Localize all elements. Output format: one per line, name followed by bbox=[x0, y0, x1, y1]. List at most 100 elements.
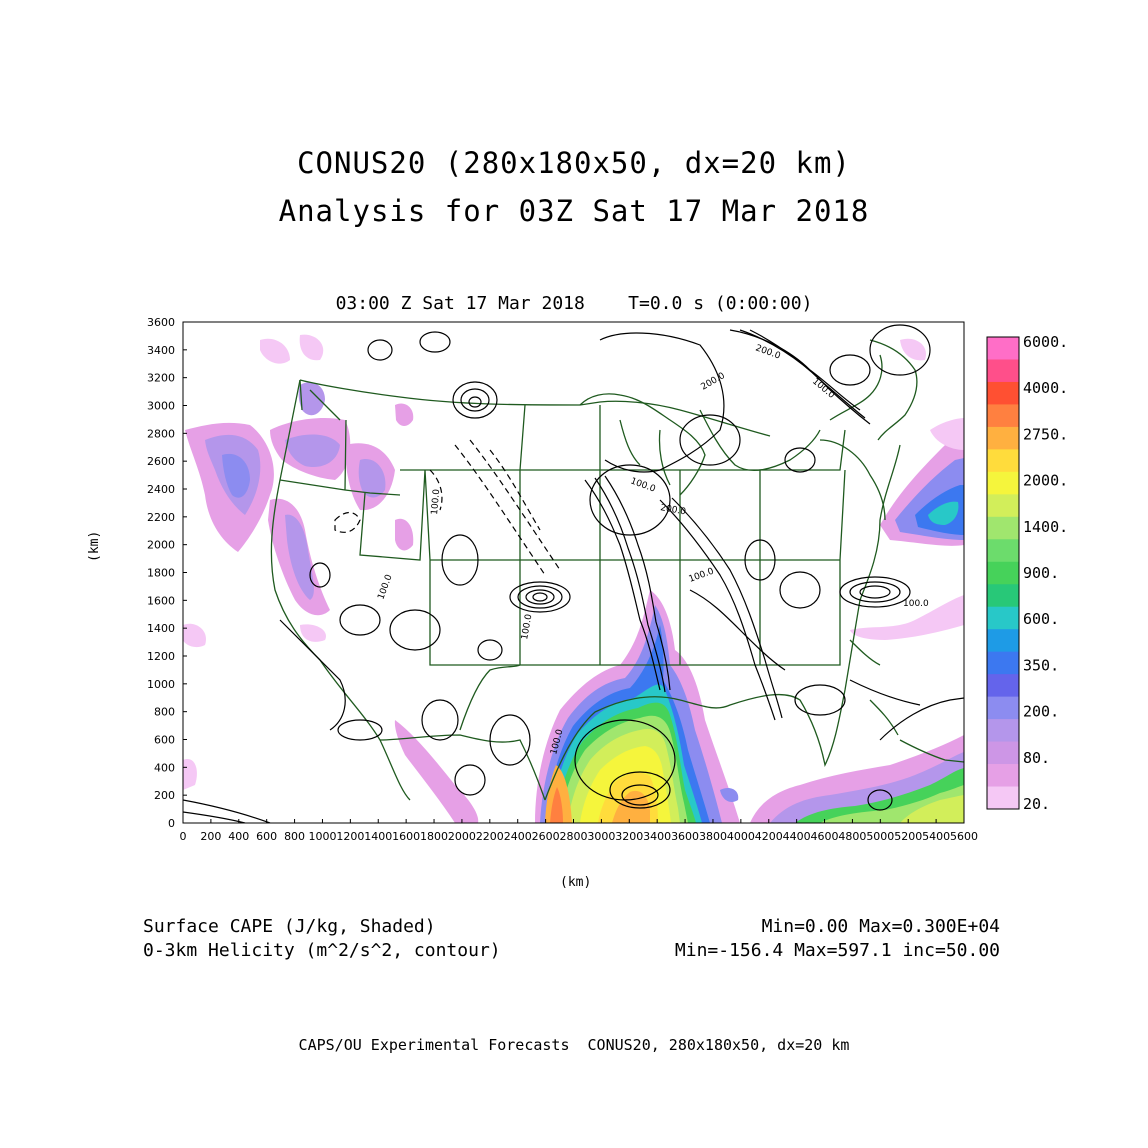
colorbar-label: 80. bbox=[1023, 749, 1050, 767]
figure-title-line2: Analysis for 03Z Sat 17 Mar 2018 bbox=[278, 194, 870, 228]
x-tick-label: 2200 bbox=[476, 830, 504, 843]
contour-variable-stats: Min=-156.4 Max=597.1 inc=50.00 bbox=[674, 940, 1000, 961]
y-tick-label: 1000 bbox=[147, 678, 175, 691]
colorbar-label: 600. bbox=[1023, 610, 1059, 628]
y-tick-label: 600 bbox=[154, 734, 175, 747]
x-tick-label: 400 bbox=[228, 830, 249, 843]
colorbar-swatch bbox=[987, 337, 1019, 360]
x-tick-label: 5200 bbox=[894, 830, 922, 843]
colorbar-swatch bbox=[987, 404, 1019, 428]
contour-label: 200.0 bbox=[659, 503, 686, 517]
y-tick-label: 3000 bbox=[147, 400, 175, 413]
cape-colorbar: 6000. 4000. 2750. 2000. 1400. 900. 600. 350. 200… bbox=[986, 333, 1068, 813]
y-tick-label: 3400 bbox=[147, 344, 175, 357]
x-axis-ticks: 0 200 400 600 800 1000 1200 1400 1600 1800 2000 220… bbox=[180, 819, 978, 843]
x-tick-label: 0 bbox=[180, 830, 187, 843]
x-tick-label: 1400 bbox=[364, 830, 392, 843]
colorbar-label: 2000. bbox=[1023, 472, 1068, 490]
colorbar-label: 900. bbox=[1023, 564, 1059, 582]
x-tick-label: 1200 bbox=[336, 830, 364, 843]
y-tick-label: 0 bbox=[168, 817, 175, 830]
colorbar-swatch bbox=[987, 674, 1019, 698]
colorbar-label: 200. bbox=[1023, 703, 1059, 721]
colorbar-swatch bbox=[987, 539, 1019, 563]
colorbar-swatch bbox=[987, 606, 1019, 630]
x-tick-label: 200 bbox=[200, 830, 221, 843]
contour-label: 200.0 bbox=[700, 371, 728, 393]
x-tick-label: 2400 bbox=[504, 830, 532, 843]
x-tick-label: 5400 bbox=[922, 830, 950, 843]
colorbar-swatch bbox=[987, 629, 1019, 653]
colorbar-swatch bbox=[987, 696, 1019, 720]
x-tick-label: 1800 bbox=[420, 830, 448, 843]
y-tick-label: 2800 bbox=[147, 427, 175, 440]
y-tick-label: 400 bbox=[154, 761, 175, 774]
x-tick-label: 4000 bbox=[727, 830, 755, 843]
y-tick-label: 2400 bbox=[147, 483, 175, 496]
contour-label: 100.0 bbox=[903, 599, 929, 609]
x-tick-label: 5000 bbox=[866, 830, 894, 843]
colorbar-swatch bbox=[987, 561, 1019, 585]
cape-shading bbox=[183, 334, 964, 823]
colorbar-label: 6000. bbox=[1023, 333, 1068, 351]
shaded-variable-label: Surface CAPE (J/kg, Shaded) bbox=[143, 916, 436, 937]
colorbar-frame bbox=[986, 336, 1020, 810]
y-tick-label: 2200 bbox=[147, 511, 175, 524]
colorbar-swatch bbox=[987, 426, 1019, 450]
helicity-contours bbox=[183, 324, 964, 823]
colorbar-swatch bbox=[987, 516, 1019, 540]
colorbar-swatch bbox=[987, 764, 1019, 788]
colorbar-swatch bbox=[987, 471, 1019, 495]
contour-label: 100.0 bbox=[520, 613, 534, 640]
y-tick-label: 1400 bbox=[147, 622, 175, 635]
x-tick-label: 1600 bbox=[392, 830, 420, 843]
x-tick-label: 3600 bbox=[671, 830, 699, 843]
x-tick-label: 2600 bbox=[532, 830, 560, 843]
colorbar-label: 4000. bbox=[1023, 379, 1068, 397]
contour-label: 100.0 bbox=[376, 573, 394, 601]
y-tick-label: 200 bbox=[154, 789, 175, 802]
x-tick-label: 2800 bbox=[560, 830, 588, 843]
colorbar-swatch bbox=[987, 719, 1019, 743]
x-tick-label: 3000 bbox=[587, 830, 615, 843]
y-tick-label: 1800 bbox=[147, 567, 175, 580]
colorbar-label: 1400. bbox=[1023, 518, 1068, 536]
contour-label: 100.0 bbox=[688, 567, 716, 585]
footer-credit: CAPS/OU Experimental Forecasts CONUS20, … bbox=[298, 1036, 850, 1054]
colorbar-label: 20. bbox=[1023, 795, 1050, 813]
colorbar-swatch bbox=[987, 651, 1019, 675]
x-tick-label: 4800 bbox=[838, 830, 866, 843]
y-tick-label: 1200 bbox=[147, 650, 175, 663]
y-tick-label: 3600 bbox=[147, 316, 175, 329]
y-tick-label: 2600 bbox=[147, 455, 175, 468]
y-axis-unit: (km) bbox=[87, 530, 102, 562]
y-axis-ticks: 0 200 400 600 800 1000 1200 1400 1600 1800 2000 220… bbox=[147, 316, 187, 830]
colorbar-swatch bbox=[987, 359, 1019, 383]
figure-title-line1: CONUS20 (280x180x50, dx=20 km) bbox=[297, 146, 851, 180]
x-tick-label: 3800 bbox=[699, 830, 727, 843]
contour-label: 100.0 bbox=[430, 488, 442, 515]
geographic-boundaries bbox=[270, 339, 964, 801]
x-tick-label: 4600 bbox=[811, 830, 839, 843]
shaded-variable-stats: Min=0.00 Max=0.300E+04 bbox=[761, 916, 1000, 937]
colorbar-swatch bbox=[987, 786, 1019, 810]
y-tick-label: 800 bbox=[154, 706, 175, 719]
x-tick-label: 4200 bbox=[755, 830, 783, 843]
valid-time-subtitle: 03:00 Z Sat 17 Mar 2018 T=0.0 s (0:00:00… bbox=[335, 293, 813, 314]
y-tick-label: 3200 bbox=[147, 372, 175, 385]
x-tick-label: 1000 bbox=[308, 830, 336, 843]
contour-variable-label: 0-3km Helicity (m^2/s^2, contour) bbox=[143, 940, 501, 961]
x-axis-unit: (km) bbox=[560, 875, 592, 890]
colorbar-label: 350. bbox=[1023, 656, 1059, 674]
colorbar-label: 2750. bbox=[1023, 425, 1068, 443]
x-tick-label: 5600 bbox=[950, 830, 978, 843]
x-tick-label: 600 bbox=[256, 830, 277, 843]
y-tick-label: 1600 bbox=[147, 594, 175, 607]
x-tick-label: 2000 bbox=[448, 830, 476, 843]
x-tick-label: 3400 bbox=[643, 830, 671, 843]
x-tick-label: 3200 bbox=[615, 830, 643, 843]
contour-label: 100.0 bbox=[629, 476, 657, 494]
x-tick-label: 800 bbox=[284, 830, 305, 843]
colorbar-swatch bbox=[987, 381, 1019, 405]
